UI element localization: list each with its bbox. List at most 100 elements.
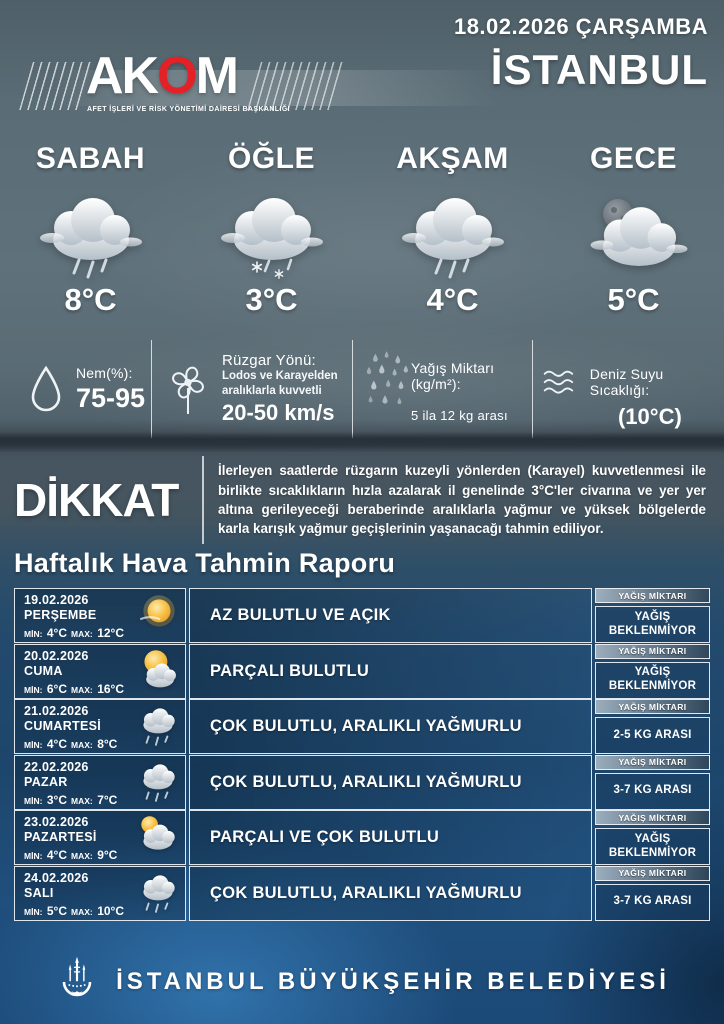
min-label: MİN: [24,629,43,639]
max-value: 7°C [97,792,118,807]
row-minmax: MİN: 5°C MAX: 10°C [24,902,177,920]
row-date: 23.02.2026 [24,815,89,829]
period-temp: 5°C [607,282,660,317]
wind-desc-2: aralıklarla kuvvetli [222,384,322,397]
weekly-forecast-table: 19.02.2026 PERŞEMBE MİN: 4°C MAX: 12°C AZ… [14,588,710,921]
period-label: GECE [589,142,678,175]
table-row: 24.02.2026 SALI MİN: 5°C MAX: 10°C ÇOK BU… [14,865,710,921]
max-value: 10°C [97,903,125,918]
min-label: MİN: [24,795,43,806]
max-value: 9°C [97,848,118,862]
period-ogle: ÖĞLE 3°C [181,142,362,334]
row-minmax: MİN: 6°C MAX: 16°C [24,680,177,698]
condition-cell: ÇOK BULUTLU, ARALIKLI YAĞMURLU [189,865,592,921]
akom-o: O [157,47,197,105]
day-cell: 21.02.2026 CUMARTESİ MİN: 4°C MAX: 8°C [14,699,186,754]
sun-icon [134,591,182,635]
city-title: İSTANBUL [490,46,708,93]
period-temp: 3°C [245,282,298,317]
amount-header: YAĞIŞ MİKTARI [595,699,710,714]
max-label: MAX: [71,795,93,806]
row-date: 24.02.2026 [24,870,89,885]
table-row: 19.02.2026 PERŞEMBE MİN: 4°C MAX: 12°C AZ… [14,588,710,643]
rain-cloud-icon [392,180,514,280]
max-label: MAX: [71,740,93,750]
period-sabah: SABAH 8°C [0,142,181,334]
period-gece: GECE 5°C [543,142,724,334]
akom-logo-text: AKOM [86,46,239,106]
amount-header: YAĞIŞ MİKTARI [595,643,710,659]
amount-value: 3-7 KG ARASI [595,772,710,810]
row-date: 22.02.2026 [24,759,89,774]
row-day: CUMA [24,663,63,678]
precipitation-label: Yağış Miktarı (kg/m²): [411,360,495,392]
period-label: AKŞAM [396,142,509,175]
min-value: 3°C [46,792,68,807]
condition-cell: ÇOK BULUTLU, ARALIKLI YAĞMURLU [189,754,592,810]
weekly-report-title: Haftalık Hava Tahmin Raporu [14,548,396,578]
precipitation-value: 5 ila 12 kg arası [411,408,508,423]
rain-cloud-icon [134,869,182,913]
amount-header: YAĞIŞ MİKTARI [595,865,710,881]
akom-m: M [195,47,239,105]
day-periods: SABAH 8°C ÖĞLE 3°C AKŞAM 4° [0,142,724,334]
akom-logo: AKOM AFET İŞLERİ VE RİSK YÖNETİMİ DAİRES… [0,40,500,135]
row-date: 19.02.2026 [24,593,89,607]
section-divider-band [0,432,724,452]
row-minmax: MİN: 4°C MAX: 8°C [24,735,177,753]
logo-streaks-right-icon [247,62,347,110]
amount-value: 2-5 KG ARASI [595,717,710,754]
min-label: MİN: [24,740,43,750]
metrics-bar: Nem(%): 75-95 Rüzgar Yönü: Lodos ve Kara… [14,340,710,438]
amount-value: YAĞIŞ BEKLENMİYOR [595,661,710,699]
day-cell: 22.02.2026 PAZAR MİN: 3°C MAX: 7°C [14,754,186,810]
max-label: MAX: [71,629,93,639]
humidity-value: 75-95 [76,382,146,413]
max-value: 12°C [97,626,125,640]
day-cell: 19.02.2026 PERŞEMBE MİN: 4°C MAX: 12°C [14,588,186,643]
raindrops-icon [366,351,408,405]
table-row: 23.02.2026 PAZARTESİ MİN: 4°C MAX: 9°C PA… [14,810,710,865]
header: AKOM AFET İŞLERİ VE RİSK YÖNETİMİ DAİRES… [0,0,724,140]
warning-text: İlerleyen saatlerde rüzgarın kuzeyli yön… [218,463,706,537]
waves-icon [543,370,574,394]
row-day: CUMARTESİ [24,719,102,733]
row-day: SALI [24,885,54,900]
table-row: 20.02.2026 CUMA MİN: 6°C MAX: 16°C PARÇAL… [14,643,710,699]
day-cell: 24.02.2026 SALI MİN: 5°C MAX: 10°C [14,865,186,921]
table-row: 21.02.2026 CUMARTESİ MİN: 4°C MAX: 8°C ÇO… [14,699,710,754]
row-day: PAZARTESİ [24,830,97,844]
amount-header: YAĞIŞ MİKTARI [595,754,710,770]
rain-cloud-icon [134,702,182,746]
max-label: MAX: [71,851,93,861]
row-day: PERŞEMBE [24,608,97,622]
amount-header: YAĞIŞ MİKTARI [595,588,710,603]
amount-cell: YAĞIŞ MİKTARI 3-7 KG ARASI [595,865,710,921]
max-label: MAX: [71,906,93,917]
akom-ak: AK [86,47,159,105]
max-label: MAX: [71,684,93,695]
condition-cell: PARÇALI BULUTLU [189,643,592,699]
metric-wind: Rüzgar Yönü: Lodos ve Karayelden aralıkl… [152,340,353,438]
header-right: 18.02.2026 ÇARŞAMBA İSTANBUL [454,14,708,94]
min-value: 5°C [46,903,68,918]
footer: İSTANBUL BÜYÜKŞEHİR BELEDİYESİ [0,918,724,1024]
report-date: 18.02.2026 ÇARŞAMBA [453,14,708,39]
condition-cell: AZ BULUTLU VE AÇIK [189,588,592,643]
warning-title: DİKKAT [14,474,179,526]
rain-cloud-icon [134,758,182,802]
row-date: 21.02.2026 [24,704,89,718]
row-minmax: MİN: 3°C MAX: 7°C [24,791,177,809]
amount-cell: YAĞIŞ MİKTARI YAĞIŞ BEKLENMİYOR [595,810,710,865]
min-value: 4°C [46,848,68,862]
min-label: MİN: [24,684,43,695]
amount-cell: YAĞIŞ MİKTARI 2-5 KG ARASI [595,699,710,754]
sun-behind-cloud-icon [134,813,182,857]
metric-precipitation: Yağış Miktarı (kg/m²): 5 ila 12 kg arası [353,340,533,438]
amount-value: YAĞIŞ BEKLENMİYOR [595,828,710,865]
max-value: 16°C [97,681,125,696]
day-cell: 20.02.2026 CUMA MİN: 6°C MAX: 16°C [14,643,186,699]
amount-value: 3-7 KG ARASI [595,883,710,921]
partly-sunny-icon [134,647,182,691]
